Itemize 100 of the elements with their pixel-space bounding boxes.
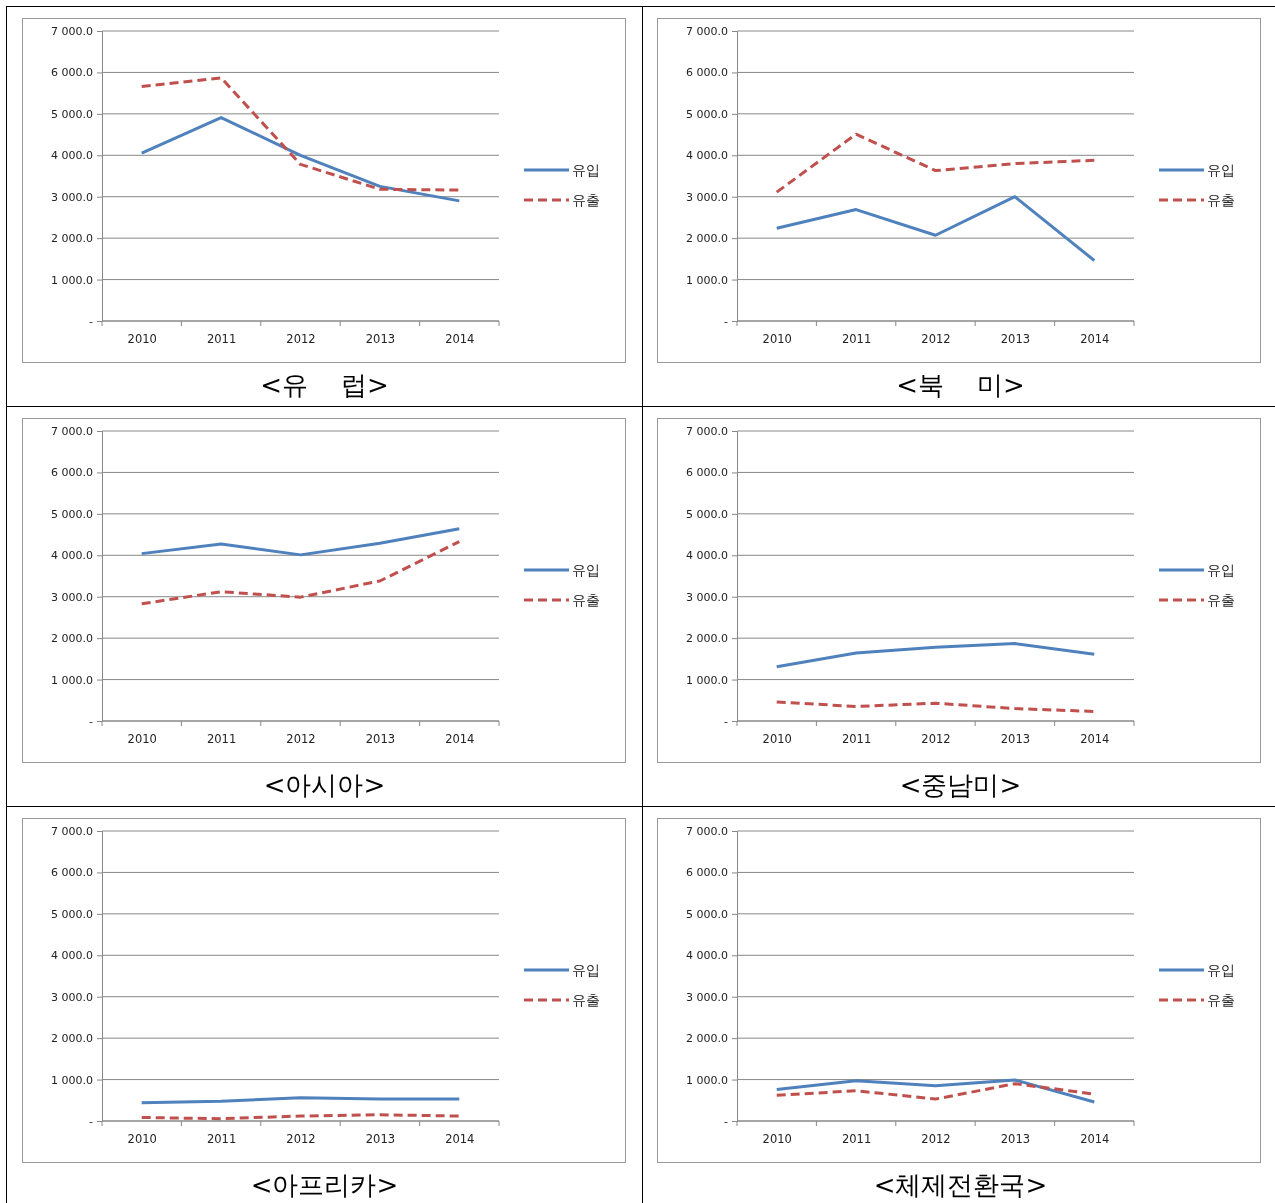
line-series xyxy=(775,700,1096,713)
y-tick-label: - xyxy=(724,715,729,729)
x-tick-label: 2011 xyxy=(206,332,237,347)
y-tick-label: - xyxy=(724,1115,729,1129)
legend-label: 유입 xyxy=(572,162,600,178)
legend-label: 유입 xyxy=(1207,562,1235,578)
y-tick-label: 6 000.0 xyxy=(686,866,728,880)
y-tick-label: 6 000.0 xyxy=(51,466,93,480)
legend-label: 유출 xyxy=(1207,192,1235,208)
text: <북 미> xyxy=(895,369,1026,402)
legend-label: 유입 xyxy=(1207,162,1235,178)
y-tick-label: 5 000.0 xyxy=(51,907,93,921)
y-tick-label: 1 000.0 xyxy=(51,273,93,287)
y-tick-label: 1 000.0 xyxy=(686,273,728,287)
legend-label: 유출 xyxy=(572,192,600,208)
y-tick-label: 6 000.0 xyxy=(51,866,93,880)
x-tick-label: 2013 xyxy=(365,732,396,747)
x-tick-label: 2014 xyxy=(1080,732,1110,747)
y-tick-label: 3 000.0 xyxy=(51,190,93,204)
x-tick-label: 2013 xyxy=(365,1132,396,1147)
y-tick-label: 5 000.0 xyxy=(686,907,728,921)
y-tick-label: 7 000.0 xyxy=(686,25,728,39)
x-tick-label: 2013 xyxy=(1000,1132,1031,1147)
y-tick-label: 6 000.0 xyxy=(51,66,93,80)
x-tick-label: 2010 xyxy=(762,732,792,747)
x-tick-label: 2010 xyxy=(127,1132,157,1147)
legend-label: 유입 xyxy=(572,962,600,978)
x-tick-label: 2011 xyxy=(841,1132,872,1147)
text: <중남미> xyxy=(898,769,1023,802)
x-tick-label: 2014 xyxy=(445,1132,475,1147)
y-tick-label: 5 000.0 xyxy=(51,507,93,521)
x-tick-label: 2014 xyxy=(445,332,475,347)
y-tick-label: - xyxy=(89,315,94,329)
x-tick-label: 2010 xyxy=(127,732,157,747)
y-tick-label: 1 000.0 xyxy=(686,1073,728,1087)
line-series xyxy=(775,195,1096,263)
y-tick-label: 4 000.0 xyxy=(51,149,93,163)
y-tick-label: 7 000.0 xyxy=(51,825,93,839)
line-series xyxy=(140,527,461,557)
x-tick-label: 2012 xyxy=(286,332,316,347)
x-tick-label: 2014 xyxy=(1080,1132,1110,1147)
legend-label: 유출 xyxy=(572,992,600,1008)
y-tick-label: 4 000.0 xyxy=(686,949,728,963)
y-tick-label: 3 000.0 xyxy=(686,990,728,1004)
line-series xyxy=(140,76,461,192)
y-tick-label: 2 000.0 xyxy=(686,232,728,246)
y-tick-label: - xyxy=(89,1115,94,1129)
y-tick-label: 6 000.0 xyxy=(686,466,728,480)
y-tick-label: 7 000.0 xyxy=(51,25,93,39)
y-tick-label: 2 000.0 xyxy=(51,232,93,246)
y-tick-label: 7 000.0 xyxy=(686,425,728,439)
y-tick-label: 7 000.0 xyxy=(686,825,728,839)
y-tick-label: 3 000.0 xyxy=(686,590,728,604)
x-tick-label: 2012 xyxy=(921,1132,951,1147)
y-tick-label: 6 000.0 xyxy=(686,66,728,80)
x-tick-label: 2012 xyxy=(286,1132,316,1147)
y-tick-label: 3 000.0 xyxy=(686,190,728,204)
legend-label: 유출 xyxy=(572,592,600,608)
y-tick-label: 5 000.0 xyxy=(686,507,728,521)
y-tick-label: 4 000.0 xyxy=(686,549,728,563)
x-tick-label: 2010 xyxy=(127,332,157,347)
text: <아시아> xyxy=(262,769,387,802)
x-tick-label: 2012 xyxy=(286,732,316,747)
y-tick-label: 5 000.0 xyxy=(51,107,93,121)
legend-label: 유출 xyxy=(1207,592,1235,608)
y-tick-label: - xyxy=(724,315,729,329)
x-tick-label: 2012 xyxy=(921,332,951,347)
text: <유 럽> xyxy=(259,369,390,402)
x-tick-label: 2010 xyxy=(762,1132,792,1147)
legend-label: 유입 xyxy=(1207,962,1235,978)
y-tick-label: 7 000.0 xyxy=(51,425,93,439)
y-tick-label: 2 000.0 xyxy=(51,632,93,646)
y-tick-label: - xyxy=(89,715,94,729)
y-tick-label: 1 000.0 xyxy=(51,673,93,687)
y-tick-label: 3 000.0 xyxy=(51,590,93,604)
y-tick-label: 1 000.0 xyxy=(51,1073,93,1087)
x-tick-label: 2014 xyxy=(445,732,475,747)
line-series xyxy=(775,132,1096,194)
x-tick-label: 2012 xyxy=(921,732,951,747)
line-series xyxy=(775,642,1096,669)
x-tick-label: 2013 xyxy=(1000,732,1031,747)
y-tick-label: 4 000.0 xyxy=(686,149,728,163)
x-tick-label: 2011 xyxy=(206,1132,237,1147)
y-tick-label: 4 000.0 xyxy=(51,949,93,963)
x-tick-label: 2011 xyxy=(841,732,872,747)
text: <체제전환국> xyxy=(872,1169,1049,1202)
legend-label: 유출 xyxy=(1207,992,1235,1008)
y-tick-label: 1 000.0 xyxy=(686,673,728,687)
line-series xyxy=(140,540,461,606)
x-tick-label: 2014 xyxy=(1080,332,1110,347)
legend-label: 유입 xyxy=(572,562,600,578)
x-tick-label: 2010 xyxy=(762,332,792,347)
y-tick-label: 2 000.0 xyxy=(686,1032,728,1046)
y-tick-label: 2 000.0 xyxy=(686,632,728,646)
line-series xyxy=(140,116,461,203)
x-tick-label: 2011 xyxy=(206,732,237,747)
x-tick-label: 2011 xyxy=(841,332,872,347)
y-tick-label: 2 000.0 xyxy=(51,1032,93,1046)
x-tick-label: 2013 xyxy=(1000,332,1031,347)
text: <아프리카> xyxy=(249,1169,400,1202)
